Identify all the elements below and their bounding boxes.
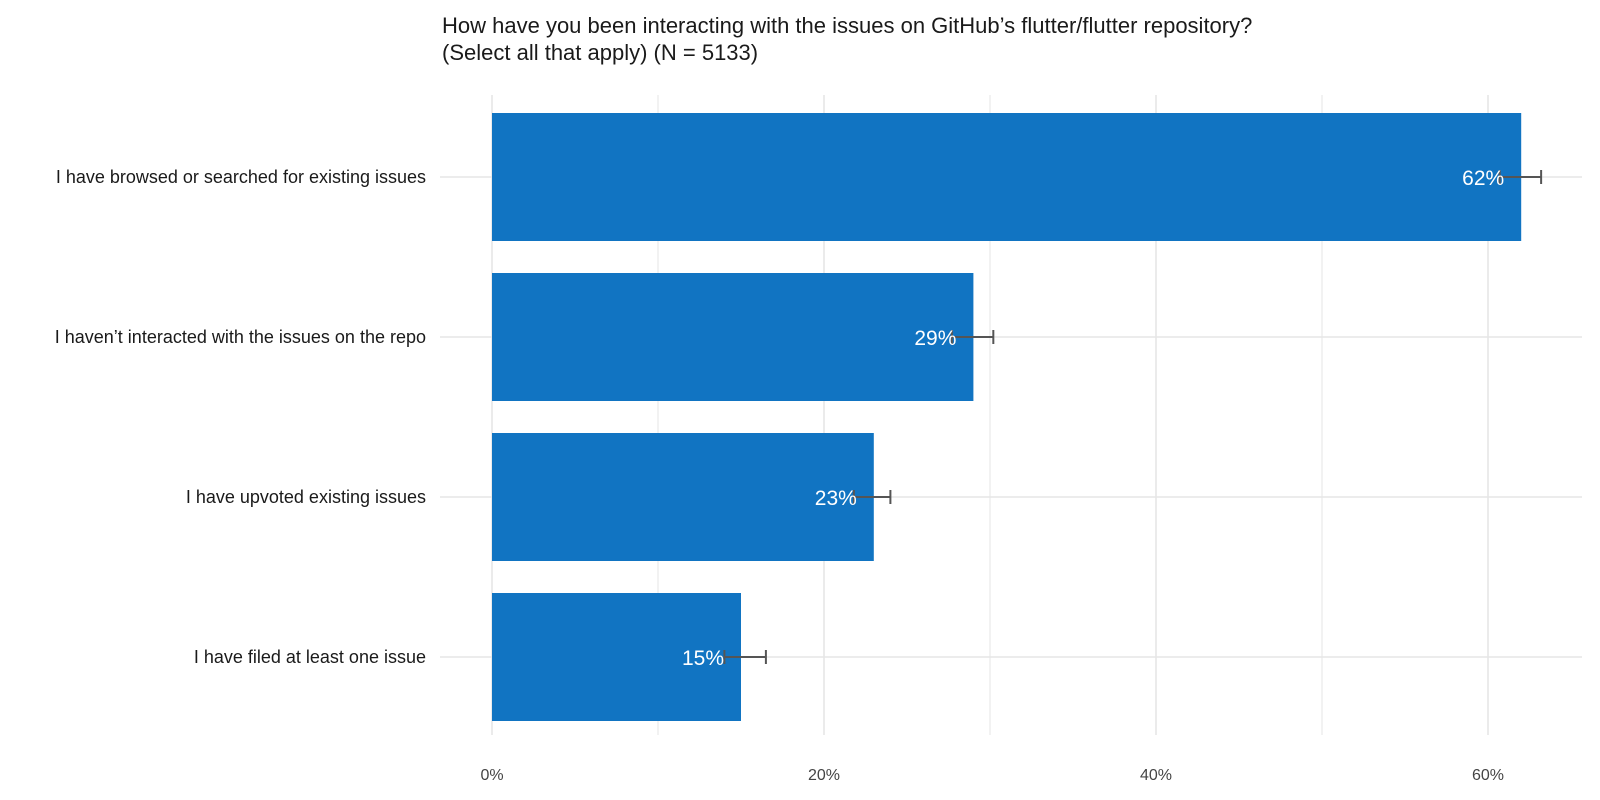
bars	[492, 113, 1543, 721]
category-label: I have browsed or searched for existing …	[56, 167, 426, 187]
data-label: 15%	[682, 647, 724, 670]
x-tick-label: 20%	[808, 767, 840, 784]
x-tick-label: 60%	[1472, 767, 1504, 784]
category-label: I haven’t interacted with the issues on …	[55, 327, 426, 347]
chart-title: How have you been interacting with the i…	[442, 12, 1252, 66]
bar	[492, 593, 741, 721]
category-label: I have upvoted existing issues	[186, 487, 426, 507]
title-line: How have you been interacting with the i…	[442, 13, 1253, 38]
category-label: I have filed at least one issue	[194, 647, 426, 667]
labels: 0% 20% 40% 60% 62% I have browsed or searched…	[55, 167, 1504, 784]
bar	[492, 433, 874, 561]
bar	[492, 113, 1522, 241]
bar	[492, 273, 974, 401]
data-label: 29%	[914, 327, 956, 350]
data-label: 62%	[1462, 167, 1504, 190]
data-label: 23%	[815, 487, 857, 510]
subtitle-line: (Select all that apply) (N = 5133)	[442, 40, 759, 65]
x-tick-label: 40%	[1140, 767, 1172, 784]
x-tick-label: 0%	[480, 767, 503, 784]
